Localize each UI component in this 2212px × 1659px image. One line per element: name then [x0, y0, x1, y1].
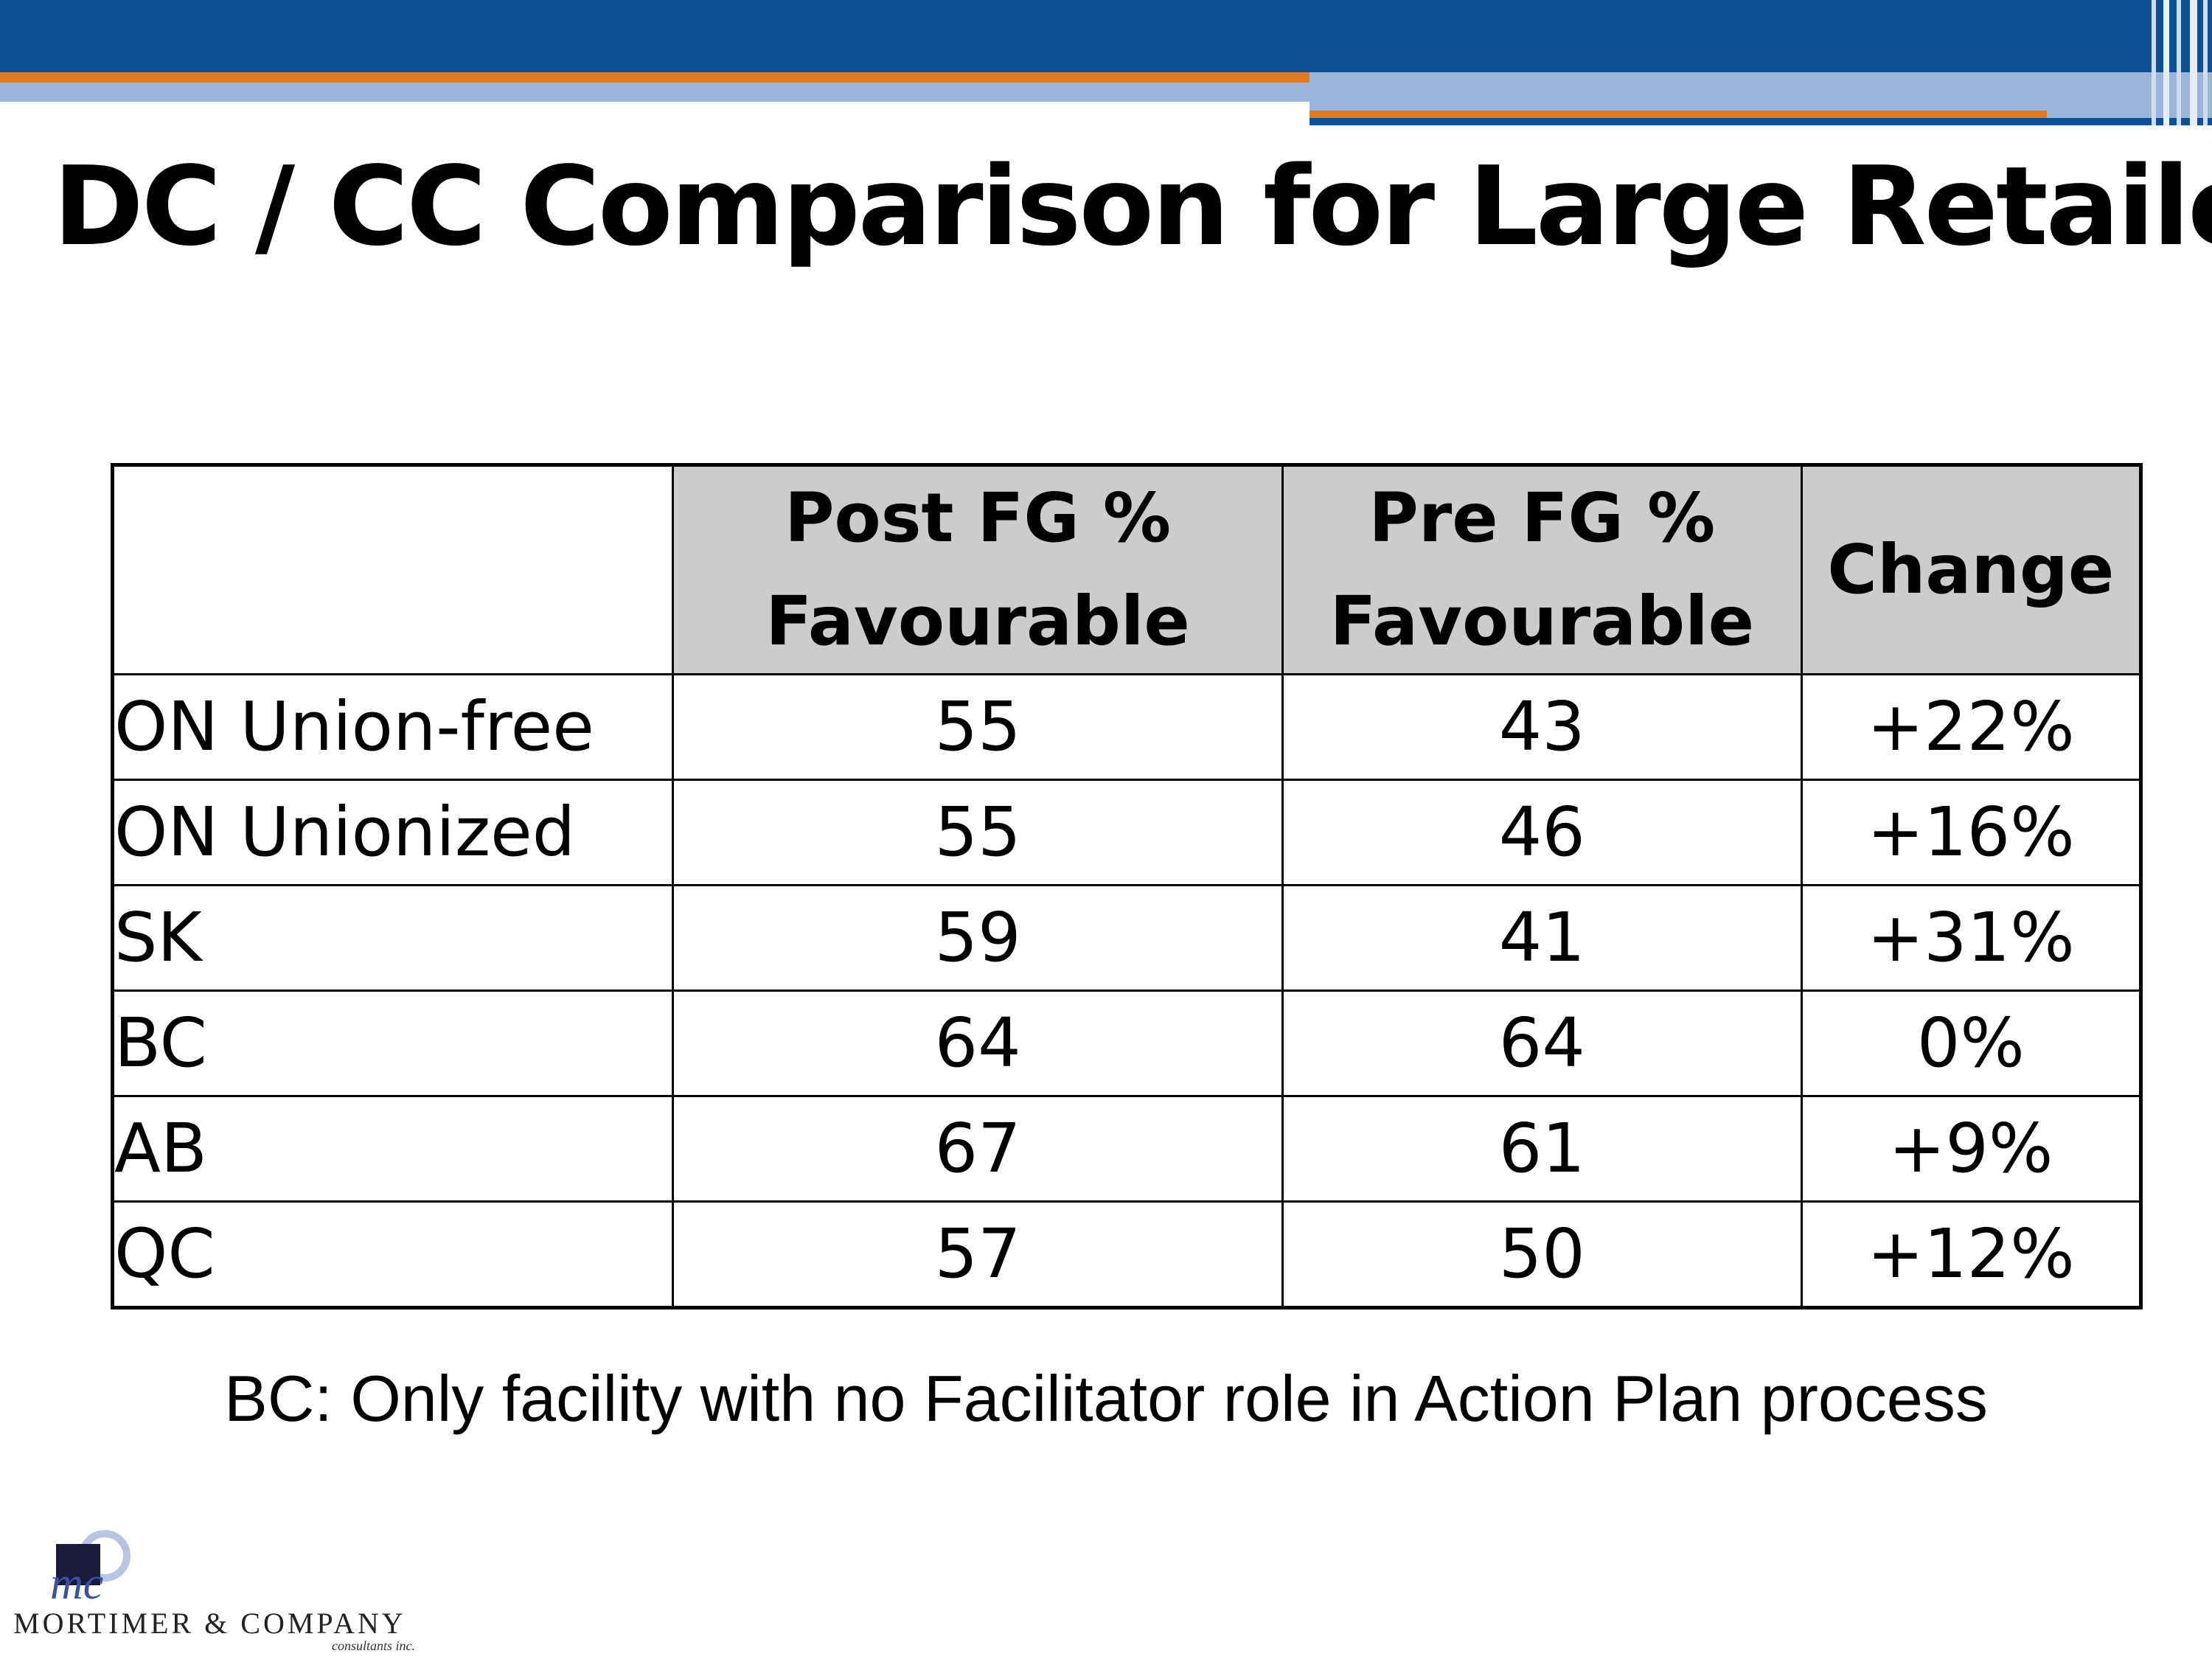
pre-value: 50	[1281, 1200, 1803, 1309]
logo-subtitle: consultants inc.	[332, 1638, 415, 1653]
pre-value: 43	[1281, 673, 1803, 781]
change-value: +31%	[1800, 884, 2143, 992]
post-value: 64	[672, 990, 1284, 1097]
logo-company-name: MORTIMER & COMPANY	[13, 1607, 406, 1640]
row-label: QC	[111, 1200, 675, 1309]
row-label: BC	[111, 990, 675, 1097]
top-light-bar	[0, 83, 1310, 102]
header-pre-line2: Favourable	[1329, 582, 1755, 661]
pre-value: 64	[1281, 990, 1803, 1097]
change-value: 0%	[1800, 990, 2143, 1097]
header-pre-fg: Pre FG % Favourable	[1281, 464, 1803, 675]
header-post-line2: Favourable	[765, 582, 1190, 661]
header-post-line1: Post FG %	[785, 479, 1172, 557]
pre-value: 46	[1281, 779, 1803, 886]
table-header-row: Post FG % Favourable Pre FG % Favourable…	[111, 464, 2143, 675]
logo-mark-icon: mc	[50, 1530, 131, 1607]
table-row: AB 67 61 +9%	[111, 1095, 2143, 1203]
table-row: BC 64 64 0%	[111, 990, 2143, 1097]
header-change: Change	[1800, 464, 2143, 675]
change-value: +22%	[1800, 673, 2143, 781]
header-blank-cell	[111, 464, 675, 675]
table-row: ON Unionized 55 46 +16%	[111, 779, 2143, 886]
top-right-blue-bar	[1310, 118, 2212, 125]
slide-title: DC / CC Comparison for Large Retailer	[53, 143, 2212, 270]
pre-value: 41	[1281, 884, 1803, 992]
footnote: BC: Only facility with no Facilitator ro…	[224, 1362, 1988, 1435]
table-row: QC 57 50 +12%	[111, 1200, 2143, 1309]
change-value: +9%	[1800, 1095, 2143, 1203]
change-value: +16%	[1800, 779, 2143, 886]
header-pre-line1: Pre FG %	[1368, 479, 1716, 557]
corner-stripes	[2138, 0, 2212, 125]
comparison-table: Post FG % Favourable Pre FG % Favourable…	[111, 463, 2143, 1310]
top-right-orange-bar	[1310, 111, 2047, 118]
post-value: 57	[672, 1200, 1284, 1309]
table-row: ON Union-free 55 43 +22%	[111, 673, 2143, 781]
company-logo: mc MORTIMER & COMPANY consultants inc.	[13, 1526, 456, 1659]
top-orange-bar	[0, 72, 1310, 83]
row-label: ON Union-free	[111, 673, 675, 781]
top-blue-bar	[0, 0, 2212, 72]
row-label: AB	[111, 1095, 675, 1203]
header-post-fg: Post FG % Favourable	[672, 464, 1284, 675]
post-value: 59	[672, 884, 1284, 992]
logo-monogram: mc	[50, 1559, 103, 1607]
row-label: SK	[111, 884, 675, 992]
table-row: SK 59 41 +31%	[111, 884, 2143, 992]
pre-value: 61	[1281, 1095, 1803, 1203]
row-label: ON Unionized	[111, 779, 675, 886]
post-value: 67	[672, 1095, 1284, 1203]
post-value: 55	[672, 673, 1284, 781]
post-value: 55	[672, 779, 1284, 886]
change-value: +12%	[1800, 1200, 2143, 1309]
